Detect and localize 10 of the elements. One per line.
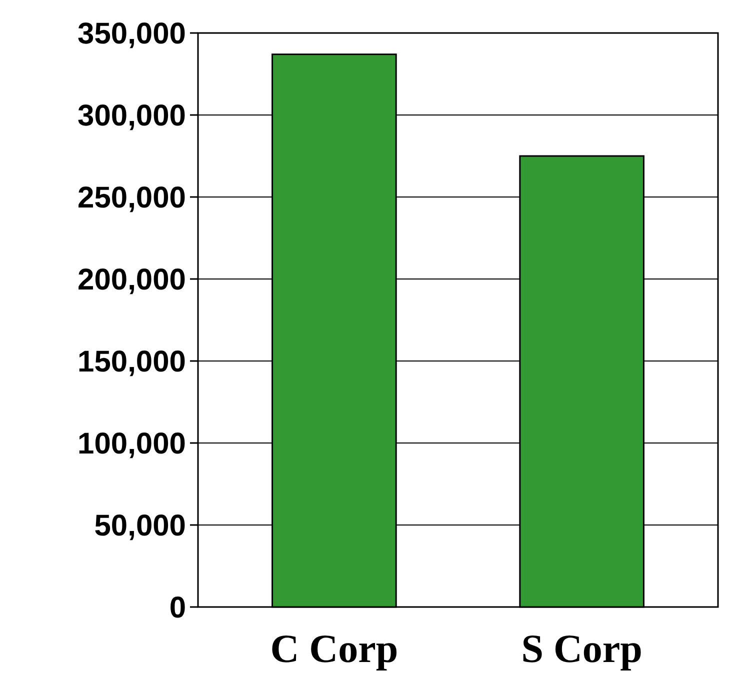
y-tick-label: 350,000	[78, 18, 186, 50]
y-tick-label: 0	[169, 592, 186, 624]
y-tick-label: 300,000	[78, 100, 186, 132]
y-tick-label: 200,000	[78, 264, 186, 296]
y-tick-label: 150,000	[78, 346, 186, 378]
y-tick-label: 50,000	[94, 510, 186, 542]
y-tick-label: 100,000	[78, 428, 186, 460]
y-tick-label: 250,000	[78, 182, 186, 214]
x-tick-label: S Corp	[521, 626, 642, 671]
x-tick-label: C Corp	[270, 626, 398, 671]
